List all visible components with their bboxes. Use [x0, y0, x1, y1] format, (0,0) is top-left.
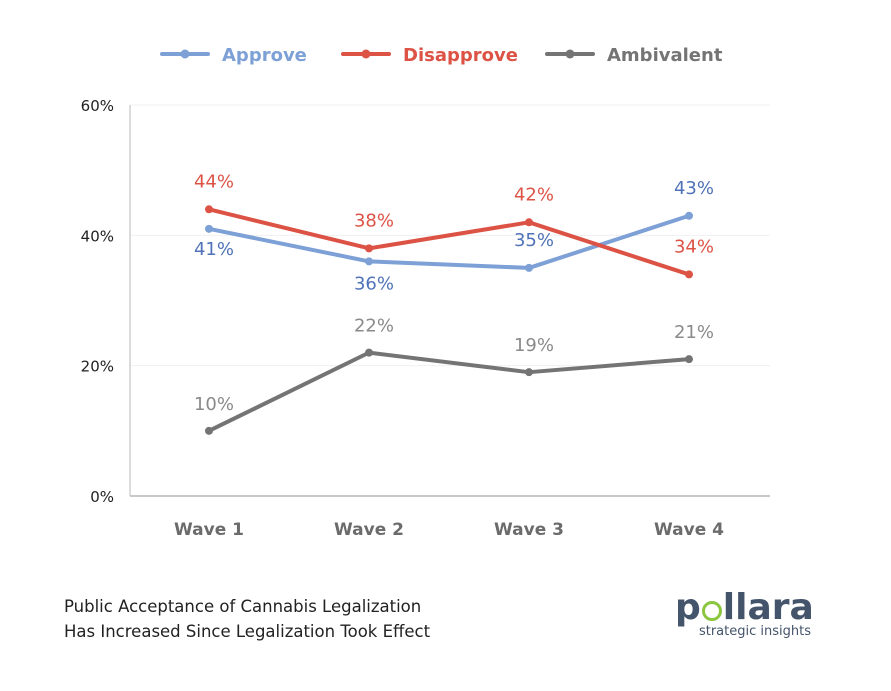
data-label: 21% [674, 322, 714, 343]
y-axis-ticks: 0% 20% 40% 60% [81, 97, 114, 506]
caption-line-2: Has Increased Since Legalization Took Ef… [64, 622, 431, 641]
x-tick-label: Wave 4 [654, 520, 724, 540]
series-line-ambivalent [207, 350, 691, 433]
y-tick-label: 60% [81, 97, 114, 115]
data-label: 34% [674, 236, 714, 257]
data-point [525, 368, 533, 377]
logo-word-end: llara [722, 587, 814, 628]
legend-item-disapprove: Disapprove [341, 45, 518, 66]
legend: Approve Disapprove Ambivalent [160, 45, 723, 66]
data-label: 38% [354, 210, 394, 231]
data-point [205, 205, 213, 214]
axes [129, 105, 770, 497]
data-point [365, 244, 373, 253]
legend-marker-icon [180, 49, 190, 59]
legend-marker-icon [565, 49, 575, 59]
chart-caption: Public Acceptance of Cannabis Legalizati… [64, 594, 430, 644]
legend-label: Disapprove [403, 45, 518, 66]
data-label: 42% [514, 184, 554, 205]
data-point [365, 257, 373, 266]
data-label: 10% [194, 394, 234, 415]
y-tick-label: 0% [90, 488, 114, 506]
data-labels: 41% 36% 35% 43% 44% 38% 42% 34% 10% 22% 19% 21% [194, 171, 714, 415]
data-point [365, 348, 373, 357]
data-label: 44% [194, 171, 234, 192]
data-label: 36% [354, 273, 394, 294]
series-approve [205, 211, 693, 272]
legend-item-ambivalent: Ambivalent [545, 45, 723, 66]
legend-label: Approve [222, 45, 307, 66]
x-axis-ticks: Wave 1 Wave 2 Wave 3 Wave 4 [174, 520, 724, 540]
logo-wordmark: p llara [675, 588, 815, 628]
x-tick-label: Wave 3 [494, 520, 564, 540]
data-label: 43% [674, 178, 714, 199]
y-tick-label: 40% [81, 227, 114, 245]
data-point [685, 270, 693, 279]
caption-line-1: Public Acceptance of Cannabis Legalizati… [64, 597, 422, 616]
data-label: 41% [194, 239, 234, 260]
legend-marker-icon [361, 49, 371, 59]
legend-label: Ambivalent [607, 45, 723, 66]
logo-word-start: p [675, 587, 701, 628]
data-label: 35% [514, 230, 554, 251]
series-line-approve [207, 213, 691, 270]
data-point [685, 211, 693, 220]
data-point [525, 218, 533, 227]
legend-item-approve: Approve [160, 45, 307, 66]
y-tick-label: 20% [81, 358, 114, 376]
data-point [685, 355, 693, 364]
pollara-logo: p llara strategic insights [675, 588, 815, 640]
data-point [205, 426, 213, 435]
x-tick-label: Wave 1 [174, 520, 244, 540]
x-tick-label: Wave 2 [334, 520, 404, 540]
series-line-disapprove [207, 207, 691, 277]
series-lines [205, 205, 693, 435]
data-label: 22% [354, 316, 394, 337]
logo-ring-icon [701, 601, 722, 621]
data-label: 19% [514, 335, 554, 356]
series-disapprove [205, 205, 693, 279]
series-ambivalent [205, 348, 693, 435]
data-point [205, 224, 213, 233]
data-point [525, 263, 533, 272]
logo-tagline: strategic insights [698, 624, 811, 639]
